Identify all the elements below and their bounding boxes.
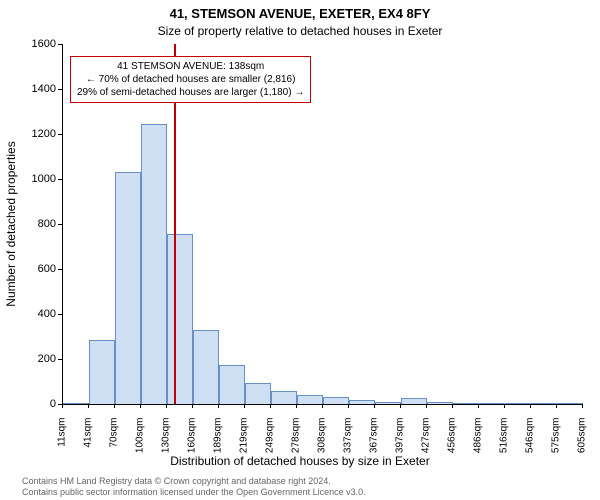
x-tick-mark bbox=[400, 404, 401, 408]
histogram-bar bbox=[219, 365, 245, 404]
x-tick-mark bbox=[478, 404, 479, 408]
histogram-bar bbox=[453, 403, 479, 404]
y-tick-label: 1200 bbox=[6, 128, 56, 140]
x-tick-mark bbox=[270, 404, 271, 408]
x-tick-mark bbox=[374, 404, 375, 408]
y-tick-label: 1400 bbox=[6, 83, 56, 95]
y-tick-label: 600 bbox=[6, 263, 56, 275]
histogram-bar bbox=[271, 391, 297, 405]
histogram-bar bbox=[531, 403, 557, 404]
x-tick-mark bbox=[322, 404, 323, 408]
x-tick-mark bbox=[140, 404, 141, 408]
x-tick-mark bbox=[88, 404, 89, 408]
histogram-bar bbox=[63, 403, 89, 404]
x-tick-mark bbox=[582, 404, 583, 408]
chart-title: 41, STEMSON AVENUE, EXETER, EX4 8FY bbox=[0, 6, 600, 21]
histogram-bar bbox=[401, 398, 427, 404]
x-tick-mark bbox=[426, 404, 427, 408]
footer-attribution: Contains HM Land Registry data © Crown c… bbox=[22, 476, 366, 498]
histogram-bar bbox=[115, 172, 141, 404]
x-axis-label: Distribution of detached houses by size … bbox=[0, 454, 600, 468]
x-tick-mark bbox=[218, 404, 219, 408]
histogram-bar bbox=[557, 403, 583, 404]
x-tick-mark bbox=[114, 404, 115, 408]
histogram-bar bbox=[349, 400, 375, 405]
x-tick-mark bbox=[348, 404, 349, 408]
y-tick-label: 400 bbox=[6, 308, 56, 320]
histogram-bar bbox=[245, 383, 271, 404]
annotation-line1: 41 STEMSON AVENUE: 138sqm bbox=[77, 60, 304, 73]
y-tick-label: 0 bbox=[6, 398, 56, 410]
histogram-bar bbox=[193, 330, 219, 404]
x-tick-mark bbox=[166, 404, 167, 408]
x-tick-mark bbox=[192, 404, 193, 408]
histogram-bar bbox=[297, 395, 323, 404]
annotation-line2: ← 70% of detached houses are smaller (2,… bbox=[77, 73, 304, 86]
x-tick-mark bbox=[530, 404, 531, 408]
y-tick-label: 800 bbox=[6, 218, 56, 230]
footer-line1: Contains HM Land Registry data © Crown c… bbox=[22, 476, 366, 487]
annotation-box: 41 STEMSON AVENUE: 138sqm ← 70% of detac… bbox=[70, 56, 311, 103]
histogram-bar bbox=[479, 403, 505, 404]
histogram-bar bbox=[375, 402, 401, 404]
x-tick-mark bbox=[452, 404, 453, 408]
footer-line2: Contains public sector information licen… bbox=[22, 487, 366, 498]
x-tick-mark bbox=[296, 404, 297, 408]
x-tick-mark bbox=[504, 404, 505, 408]
histogram-bar bbox=[89, 340, 115, 404]
histogram-bar bbox=[167, 234, 193, 404]
histogram-bar bbox=[427, 402, 453, 404]
x-tick-mark bbox=[62, 404, 63, 408]
chart-subtitle: Size of property relative to detached ho… bbox=[0, 24, 600, 38]
y-tick-label: 1000 bbox=[6, 173, 56, 185]
annotation-line3: 29% of semi-detached houses are larger (… bbox=[77, 86, 304, 99]
x-tick-mark bbox=[556, 404, 557, 408]
histogram-bar bbox=[141, 124, 167, 404]
y-tick-label: 1600 bbox=[6, 38, 56, 50]
x-tick-mark bbox=[244, 404, 245, 408]
histogram-bar bbox=[323, 397, 349, 404]
chart-container: 41, STEMSON AVENUE, EXETER, EX4 8FY Size… bbox=[0, 0, 600, 500]
histogram-bar bbox=[505, 403, 531, 404]
y-tick-label: 200 bbox=[6, 353, 56, 365]
